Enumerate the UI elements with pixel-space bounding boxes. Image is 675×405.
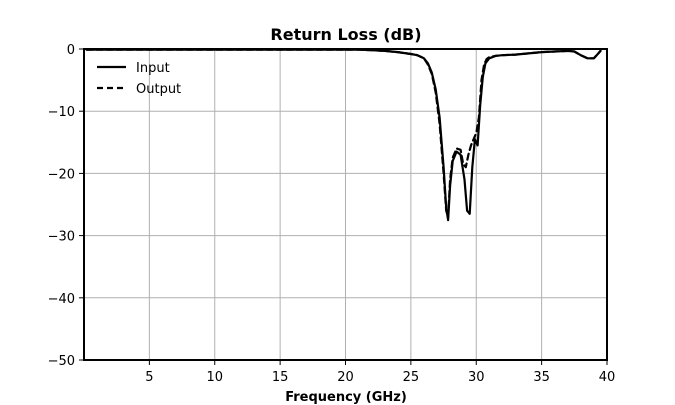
y-tick-label: −50 (48, 354, 75, 369)
grid (84, 49, 607, 360)
x-tick-label: 10 (206, 370, 223, 385)
x-tick-label: 5 (145, 370, 153, 385)
x-tick-label: 20 (337, 370, 354, 385)
y-tick-label: −10 (48, 105, 75, 120)
y-tick-label: 0 (67, 43, 75, 58)
series-lines (85, 48, 602, 222)
axis-ticks: 5 10 15 20 25 30 35 40 0 −10 −20 −30 −40 −50 (48, 43, 616, 385)
x-tick-label: 25 (403, 370, 420, 385)
legend-label-output: Output (136, 82, 181, 97)
legend-label-input: Input (136, 61, 170, 76)
y-tick-label: −30 (48, 230, 75, 245)
chart-title: Return Loss (dB) (270, 25, 421, 44)
y-tick-label: −40 (48, 292, 75, 307)
x-tick-label: 40 (599, 370, 616, 385)
x-tick-label: 15 (272, 370, 289, 385)
x-axis-label: Frequency (GHz) (285, 390, 407, 405)
y-tick-label: −20 (48, 167, 75, 182)
x-tick-label: 35 (533, 370, 550, 385)
legend: Input Output (97, 61, 181, 97)
x-tick-label: 30 (468, 370, 485, 385)
series-line-output (85, 48, 602, 218)
